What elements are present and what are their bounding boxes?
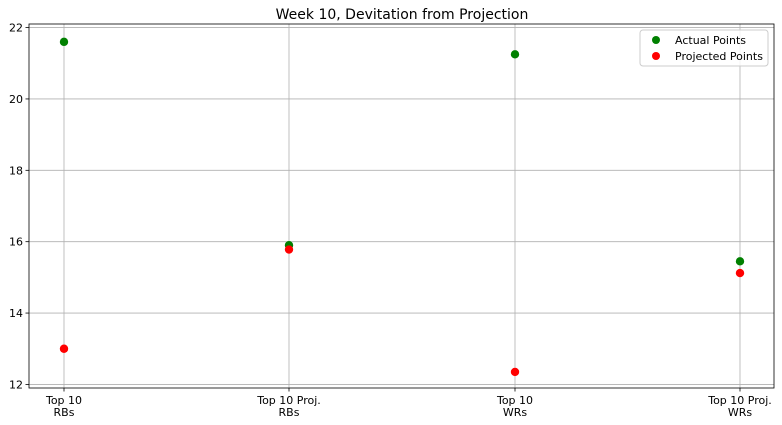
legend-marker — [652, 36, 660, 44]
chart-title: Week 10, Devitation from Projection — [276, 7, 529, 23]
points-layer — [59, 37, 745, 377]
x-tick-label: Top 10 Proj. WRs — [707, 394, 772, 419]
data-point — [59, 344, 69, 353]
y-tick-label: 14 — [9, 307, 23, 320]
legend-label: Actual Points — [675, 34, 746, 47]
data-point — [735, 268, 745, 278]
x-tick-label-line: Top 10 Proj. — [707, 394, 772, 407]
x-tick-label-line: Top 10 — [496, 394, 533, 407]
y-tick-label: 18 — [9, 164, 23, 177]
x-tick-label-line: WRs — [728, 406, 753, 419]
y-tick-label: 12 — [9, 378, 23, 391]
y-tick-label: 20 — [9, 93, 23, 106]
x-tick-label-line: RBs — [54, 406, 75, 419]
x-tick-label-line: RBs — [279, 406, 300, 419]
grid-layer — [29, 24, 774, 388]
data-point — [510, 50, 520, 59]
data-point — [510, 367, 520, 377]
y-tick-label: 22 — [9, 22, 23, 35]
x-tick-label-line: Top 10 Proj. — [256, 394, 321, 407]
y-tick-label: 16 — [9, 236, 23, 249]
x-tick-label-line: Top 10 — [45, 394, 82, 407]
plot-frame — [28, 23, 775, 389]
legend-marker — [652, 52, 660, 60]
x-tick-label-line: WRs — [503, 406, 528, 419]
x-tick-label: Top 10 Proj. RBs — [256, 394, 321, 419]
data-point — [735, 257, 745, 266]
x-tick-label: Top 10 RBs — [45, 394, 82, 419]
x-tick-label: Top 10 WRs — [496, 394, 533, 419]
legend-label: Projected Points — [675, 50, 763, 63]
legend-box — [639, 29, 769, 67]
legend: Actual Points Projected Points — [639, 29, 769, 67]
data-point — [59, 37, 69, 47]
data-point — [284, 245, 294, 254]
